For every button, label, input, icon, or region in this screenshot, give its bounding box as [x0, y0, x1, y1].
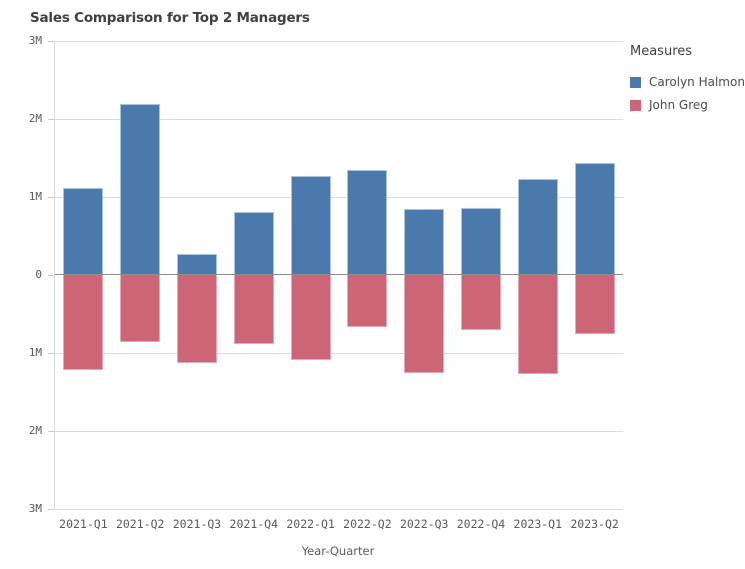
gridline: [55, 431, 623, 432]
legend-label: John Greg: [649, 98, 708, 112]
bar-john-greg-2021-q2[interactable]: [120, 275, 161, 342]
y-axis-label: 2M: [28, 112, 42, 125]
legend-swatch-icon: [630, 99, 641, 111]
gridline: [55, 197, 623, 198]
y-axis-tick: [48, 275, 54, 276]
legend-label: Carolyn Halmon: [649, 75, 745, 89]
bar-john-greg-2022-q4[interactable]: [461, 275, 501, 330]
bar-john-greg-2022-q2[interactable]: [347, 275, 388, 327]
y-axis-tick: [48, 41, 54, 42]
plot-area: 3M 2M 1M 0 1M 2M 3M 2021-Q1 2021-Q2 2021-Q3 2021-Q…: [29, 34, 623, 531]
x-axis-label-2021-q1: 2021-Q1: [59, 517, 108, 531]
bar-carolyn-halmon-2021-q1[interactable]: [63, 188, 104, 275]
bar-carolyn-halmon-2022-q3[interactable]: [404, 209, 445, 275]
legend: Measures Carolyn Halmon John Greg: [630, 44, 745, 121]
y-axis-tick: [48, 119, 54, 120]
legend-items: Carolyn Halmon John Greg: [630, 75, 745, 112]
bar-carolyn-halmon-2022-q2[interactable]: [347, 170, 388, 275]
y-axis-tick: [48, 197, 54, 198]
x-axis-label-2023-q1: 2023-Q1: [513, 517, 563, 531]
y-axis-tick: [48, 431, 54, 432]
y-axis-label: 2M: [28, 424, 42, 437]
legend-item-john-greg[interactable]: John Greg: [630, 98, 742, 112]
y-axis-tick: [48, 353, 54, 354]
bar-john-greg-2021-q1[interactable]: [63, 275, 104, 370]
x-axis-label-2022-q4: 2022-Q4: [456, 517, 506, 531]
bar-john-greg-2022-q3[interactable]: [404, 275, 445, 373]
bar-carolyn-halmon-2022-q1[interactable]: [290, 176, 331, 275]
x-axis-label-2021-q2: 2021-Q2: [115, 517, 165, 531]
x-axis-label-2021-q4: 2021-Q4: [229, 517, 279, 531]
y-axis-label: 3M: [28, 502, 42, 515]
x-axis-label-2022-q1: 2022-Q1: [286, 517, 335, 531]
x-axis-label-2023-q2: 2023-Q2: [570, 517, 619, 531]
x-axis-label-2022-q2: 2022-Q2: [343, 517, 392, 531]
bar-carolyn-halmon-2023-q2[interactable]: [574, 163, 615, 275]
y-axis-tick: [48, 509, 54, 510]
bar-john-greg-2022-q1[interactable]: [290, 275, 331, 360]
x-axis-labels: 2021-Q1 2021-Q2 2021-Q3 2021-Q4 2022-Q1 2022-…: [55, 516, 623, 532]
y-axis-label: 3M: [28, 34, 42, 47]
legend-title: Measures: [630, 44, 693, 59]
gridline: [55, 353, 623, 354]
bar-john-greg-2021-q3[interactable]: [177, 275, 217, 363]
gridline: [55, 509, 623, 510]
bar-carolyn-halmon-2021-q3[interactable]: [177, 254, 217, 275]
bar-john-greg-2023-q2[interactable]: [574, 275, 615, 334]
bar-carolyn-halmon-2021-q2[interactable]: [120, 104, 161, 275]
bar-carolyn-halmon-2022-q4[interactable]: [461, 208, 501, 275]
chart-title: Sales Comparison for Top 2 Managers: [30, 10, 310, 26]
x-axis-label-2021-q3: 2021-Q3: [172, 517, 222, 531]
gridline: [55, 119, 623, 120]
y-axis-label: 0: [35, 268, 42, 281]
bar-john-greg-2021-q4[interactable]: [233, 275, 274, 344]
x-axis-title: Year-Quarter: [301, 544, 375, 558]
y-axis-label: 1M: [28, 346, 42, 359]
y-axis-label: 1M: [28, 190, 42, 203]
bar-carolyn-halmon-2023-q1[interactable]: [517, 179, 558, 275]
legend-item-carolyn-halmon[interactable]: Carolyn Halmon: [630, 75, 745, 89]
bar-john-greg-2023-q1[interactable]: [517, 275, 558, 374]
bar-carolyn-halmon-2021-q4[interactable]: [233, 212, 274, 275]
zero-baseline: [55, 274, 623, 275]
gridline: [55, 41, 623, 42]
legend-swatch-icon: [630, 76, 641, 88]
x-axis-label-2022-q3: 2022-Q3: [399, 517, 449, 531]
